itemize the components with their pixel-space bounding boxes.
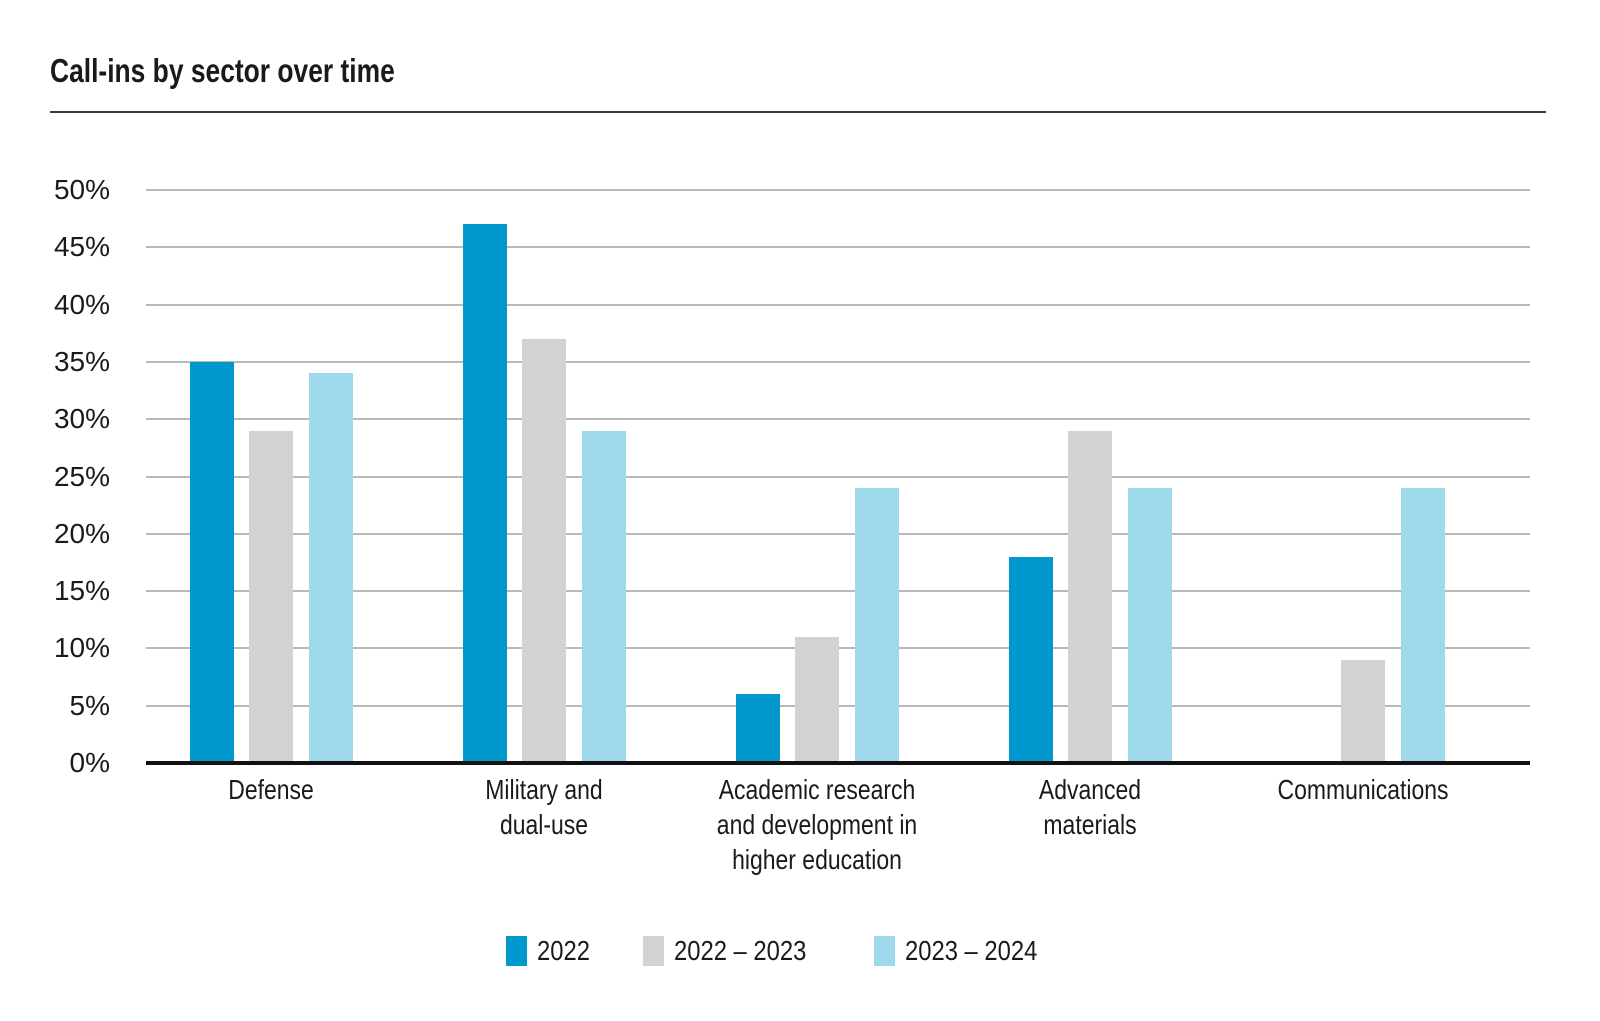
gridline-15pct [146,590,1530,593]
x-axis-label-line: dual-use [499,809,589,840]
bar-academic-research-and-development-in-higher-education-2023-2024 [854,487,899,763]
bar-academic-research-and-development-in-higher-education-2022 [735,694,780,763]
y-axis-label-45pct: 45% [53,231,110,263]
legend-label-2022-2023: 2022 – 2023 [674,935,807,966]
bar-military-and-dual-use-2022 [462,224,507,763]
bar-military-and-dual-use-2022-2023 [522,338,566,763]
legend-label-2022: 2022 [537,935,590,966]
bar-defense-2023-2024 [308,373,353,763]
y-axis-label-0pct: 0% [69,747,110,778]
legend-swatch-2022-2023 [643,936,665,966]
x-axis-label-line: Academic research [718,774,916,805]
legend-item-2022-2023: 2022 – 2023 [643,936,830,966]
y-axis-label-40pct: 40% [53,288,110,320]
gridline-50pct [146,189,1530,191]
bar-military-and-dual-use-2023-2024 [581,430,626,763]
legend-item-2022: 2022 [506,936,599,966]
bar-advanced-materials-2023-2024 [1127,487,1172,763]
gridline-40pct [146,303,1530,306]
bar-advanced-materials-2022 [1008,556,1053,763]
gridline-45pct [146,246,1530,249]
bar-communications-2023-2024 [1400,487,1445,763]
gridline-35pct [146,360,1530,363]
bar-defense-2022-2023 [249,430,293,763]
x-axis-label-line: materials [1043,809,1137,840]
x-axis-label-advanced-materials: Advanced materials [959,772,1221,842]
x-axis-label-military-and-dual-use: Military and dual-use [413,772,675,842]
x-axis-label-academic-research-and-development-in-higher-education: Academic research and development in highe… [686,772,948,877]
legend-swatch-2022 [506,936,527,966]
y-axis-label-20pct: 20% [53,517,110,549]
legend-item-2023-2024: 2023 – 2024 [874,936,1061,966]
legend: 2022 2022 – 2023 2023 – 2024 [506,936,1105,966]
legend-swatch-2023-2024 [874,936,896,966]
legend-label-2023-2024: 2023 – 2024 [905,935,1038,966]
bar-advanced-materials-2022-2023 [1068,430,1112,763]
chart-title: Call-ins by sector over time [50,52,395,89]
x-axis-label-defense: Defense [140,772,402,807]
plot-area [146,189,1530,765]
x-axis-line [146,761,1530,765]
y-axis-label-25pct: 25% [53,460,110,492]
bar-communications-2022-2023 [1341,659,1385,763]
y-axis-label-15pct: 15% [53,575,110,607]
x-axis-label-communications: Communications [1232,772,1494,807]
x-axis-label-line: Communications [1277,774,1449,805]
y-axis-label-35pct: 35% [53,345,110,377]
y-axis-label-50pct: 50% [53,174,110,205]
x-axis-label-line: Defense [228,774,314,805]
title-rule [50,111,1546,113]
gridline-30pct [146,418,1530,421]
x-axis-label-line: higher education [732,844,902,875]
x-axis-label-line: and development in [716,809,918,840]
y-axis-label-5pct: 5% [69,689,110,721]
x-axis-label-line: Advanced [1038,774,1142,805]
x-axis-label-line: Military and [485,774,603,805]
bar-defense-2022 [189,361,234,763]
y-axis-label-30pct: 30% [53,403,110,435]
bar-academic-research-and-development-in-higher-education-2022-2023 [795,636,839,763]
y-axis-label-10pct: 10% [53,632,110,664]
gridline-20pct [146,532,1530,535]
gridline-25pct [146,475,1530,478]
